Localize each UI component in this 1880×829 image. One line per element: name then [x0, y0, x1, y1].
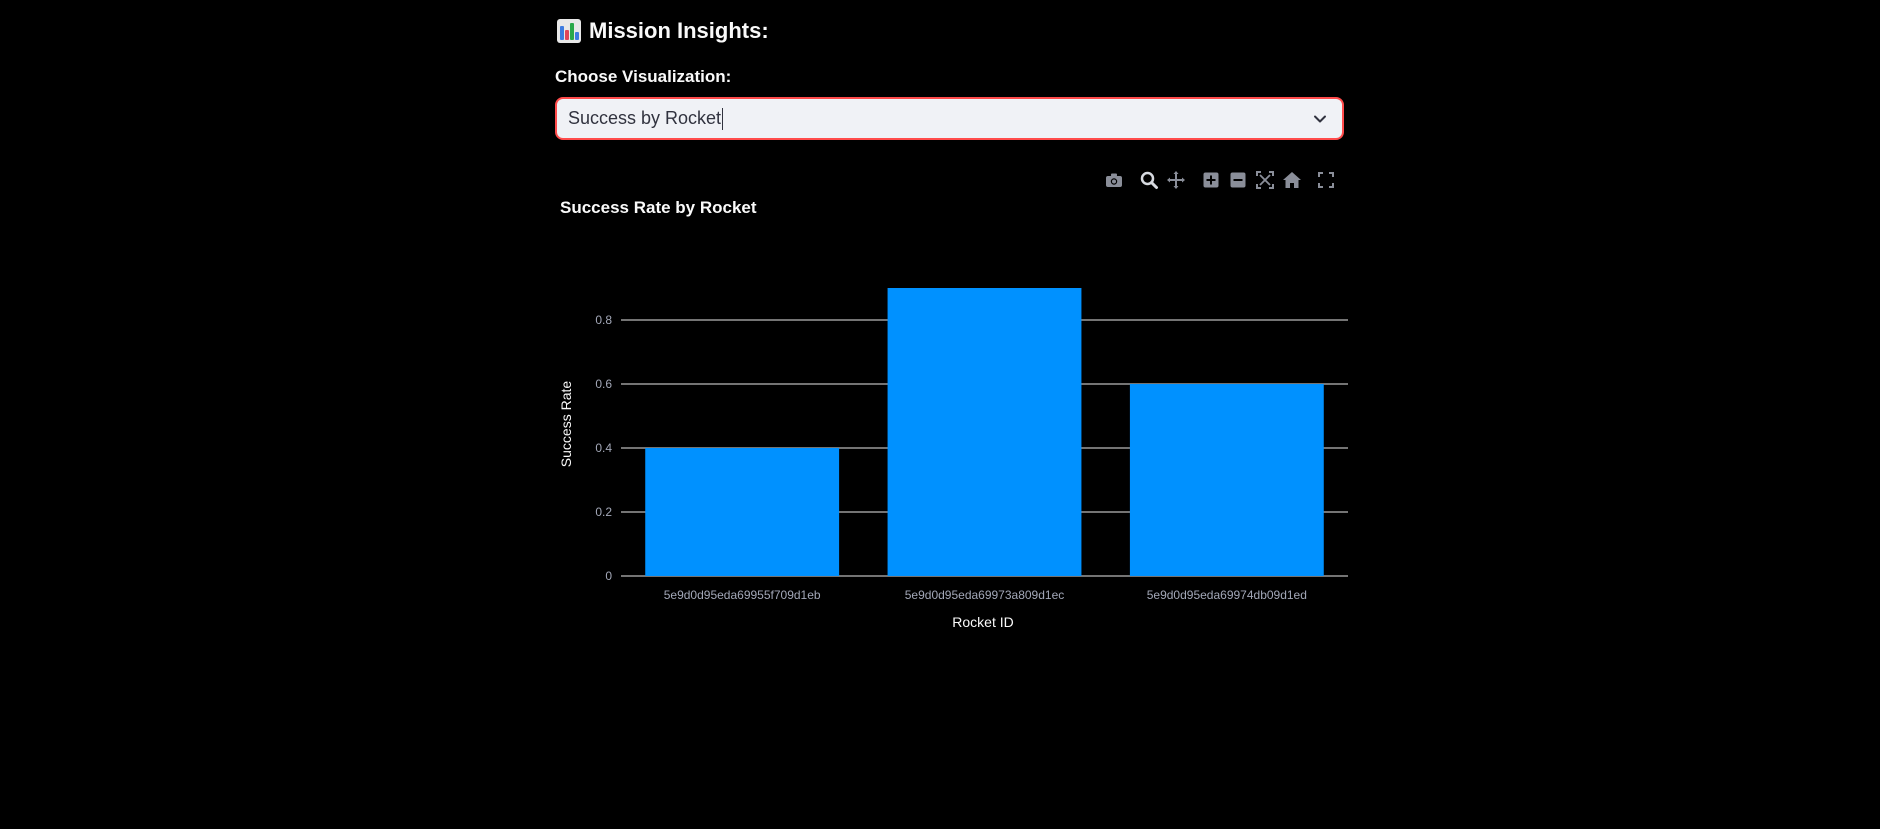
chart-title: Success Rate by Rocket: [560, 198, 757, 217]
bar-chart-emoji-icon: [557, 19, 581, 43]
page-title: Mission Insights:: [589, 18, 769, 43]
plot-modebar: [555, 170, 1348, 192]
y-axis-label: Success Rate: [558, 381, 574, 468]
axes: 0 0.2 0.4 0.6 0.8 5e9d0d95eda69955f709d1eb 5e9…: [595, 313, 1307, 602]
bar[interactable]: [645, 448, 840, 576]
chevron-down-icon[interactable]: [1312, 111, 1328, 127]
y-tick-label: 0.4: [595, 441, 612, 455]
x-tick-label: 5e9d0d95eda69955f709d1eb: [664, 588, 821, 602]
x-tick-label: 5e9d0d95eda69973a809d1ec: [905, 588, 1065, 602]
visualization-select-label: Choose Visualization:: [555, 67, 732, 86]
y-tick-label: 0.6: [595, 377, 612, 391]
autoscale-icon[interactable]: [1255, 170, 1275, 190]
bar[interactable]: [1129, 384, 1324, 576]
bar-chart: 0 0.2 0.4 0.6 0.8 5e9d0d95eda69955f709d1eb 5e9…: [558, 288, 1348, 630]
bars: [645, 288, 1324, 576]
visualization-select[interactable]: Success by Rocket: [555, 97, 1344, 140]
fullscreen-icon[interactable]: [1316, 170, 1336, 190]
y-tick-label: 0.2: [595, 505, 612, 519]
page-heading: Mission Insights:: [557, 18, 769, 44]
camera-icon[interactable]: [1104, 170, 1124, 190]
visualization-select-value: Success by Rocket: [568, 108, 722, 128]
reset-axes-icon[interactable]: [1282, 170, 1302, 190]
y-tick-label: 0: [605, 569, 612, 583]
zoom-icon[interactable]: [1139, 170, 1159, 190]
x-tick-label: 5e9d0d95eda69974db09d1ed: [1147, 588, 1307, 602]
y-tick-label: 0.8: [595, 313, 612, 327]
bar[interactable]: [887, 288, 1082, 576]
pan-icon[interactable]: [1166, 170, 1186, 190]
text-caret: [722, 107, 724, 130]
zoom-in-icon[interactable]: [1201, 170, 1221, 190]
zoom-out-icon[interactable]: [1228, 170, 1248, 190]
x-axis-label: Rocket ID: [952, 614, 1013, 630]
